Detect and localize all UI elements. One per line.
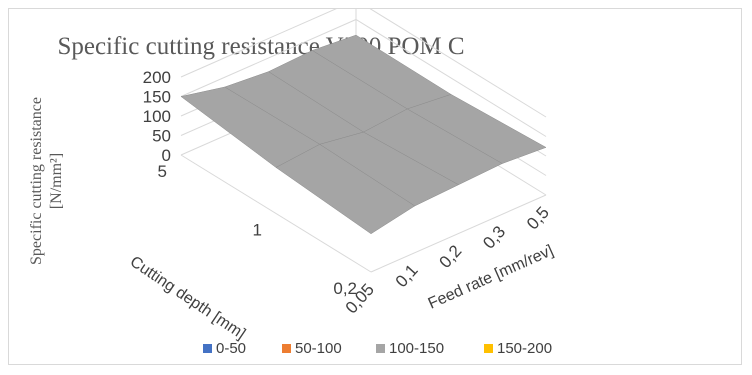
z-tick-label: 100 (143, 107, 171, 126)
z-axis-title-line2: [N/mm²] (48, 153, 65, 209)
depth-tick-label: 5 (158, 162, 167, 181)
z-tick-label: 0 (162, 146, 171, 165)
feed-tick-label: 0,2 (436, 241, 466, 271)
legend: 0-50 50-100 100-150 150-200 (203, 340, 552, 357)
surface-plot (180, 34, 547, 235)
legend-label: 100-150 (389, 340, 444, 357)
legend-label: 50-100 (295, 340, 342, 357)
surface-patch (275, 144, 416, 235)
legend-swatch (282, 344, 291, 353)
feed-tick-label: 0,1 (392, 261, 422, 291)
z-gridline (180, 9, 547, 118)
z-axis-title-line1: Specific cutting resistance (28, 97, 45, 265)
feed-tick-label: 0,5 (523, 203, 553, 233)
z-tick-label: 200 (143, 68, 171, 87)
depth-axis-line (180, 154, 372, 273)
surface-chart: Specific cutting resistance V500 POM C S… (28, 9, 556, 357)
z-tick-label: 150 (143, 88, 171, 107)
legend-swatch (376, 344, 385, 353)
feed-tick-label: 0,3 (479, 222, 509, 252)
depth-tick-label: 1 (253, 221, 262, 240)
legend-label: 150-200 (497, 340, 552, 357)
depth-axis-title: Cutting depth [mm] (127, 253, 249, 343)
legend-swatch (203, 344, 212, 353)
chart-area: Specific cutting resistance V500 POM C S… (8, 8, 742, 365)
chart-title: Specific cutting resistance V500 POM C (57, 33, 464, 60)
z-tick-label: 50 (152, 127, 171, 146)
depth-tick-label: 0,2 (333, 279, 357, 298)
depth-axis-ticks: 0,2 1 5 (158, 162, 357, 298)
legend-label: 0-50 (216, 340, 246, 357)
feed-axis-line (370, 194, 547, 273)
legend-swatch (484, 344, 493, 353)
